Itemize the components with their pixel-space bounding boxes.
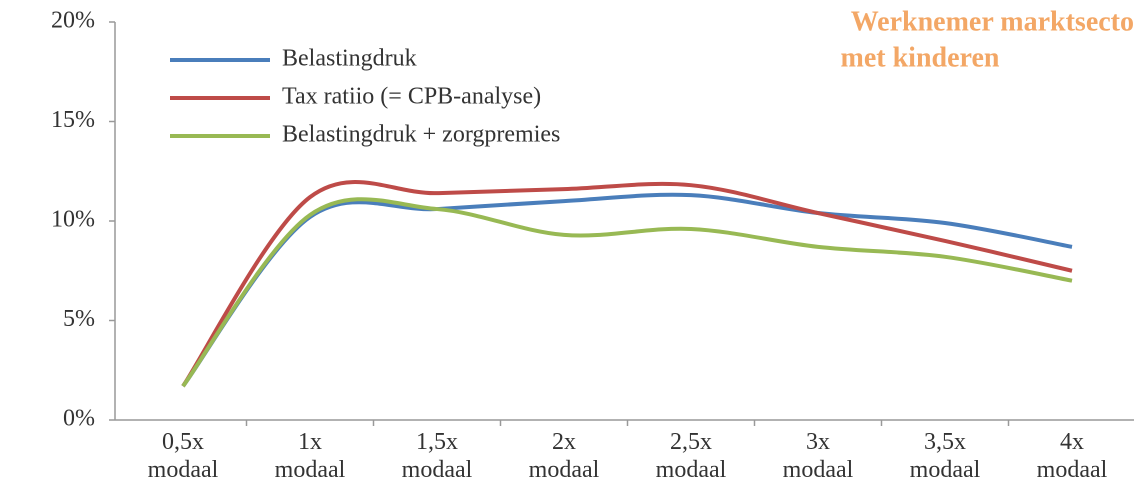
series-line xyxy=(181,180,1073,388)
x-tick-label: 2,5x modaal xyxy=(655,429,727,483)
annotation: met kinderen xyxy=(841,42,1000,73)
series-line xyxy=(181,192,1073,388)
y-tick-label: 10% xyxy=(51,207,95,233)
legend-label: Belastingdruk xyxy=(282,46,417,72)
legend-label: Belastingdruk + zorgpremies xyxy=(282,122,560,148)
x-tick-label: 0,5x modaal xyxy=(147,429,219,483)
y-tick-label: 15% xyxy=(51,107,95,133)
x-tick-label: 3,5x modaal xyxy=(909,429,981,483)
y-tick-label: 5% xyxy=(63,306,95,332)
annotation: Werknemer marktsecto xyxy=(851,6,1134,37)
legend-label: Tax ratiio (= CPB-analyse) xyxy=(282,84,541,110)
x-tick-label: 3x modaal xyxy=(782,429,854,483)
x-tick-label: 2x modaal xyxy=(528,429,600,483)
y-tick-label: 0% xyxy=(63,406,95,432)
x-tick-label: 1,5x modaal xyxy=(401,429,473,483)
y-tick-label: 20% xyxy=(51,8,95,34)
x-tick-label: 1x modaal xyxy=(274,429,346,483)
series-line xyxy=(181,197,1073,388)
x-tick-label: 4x modaal xyxy=(1036,429,1108,483)
